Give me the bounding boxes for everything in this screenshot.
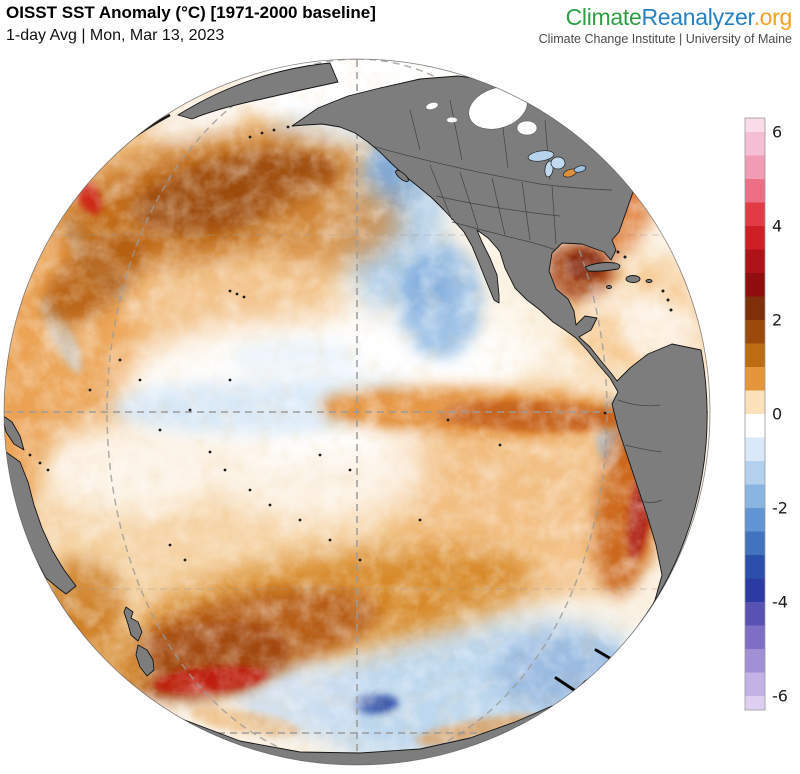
great-slave-lake [447,117,457,123]
colorbar: 6 4 2 0 -2 -4 -6 [744,117,788,711]
logo-word-org: .org [753,4,793,30]
island-speck [418,518,422,522]
political-borders [371,99,663,503]
colorbar-tick-2: 2 [772,311,782,330]
bahamas-speck [623,255,627,259]
land-new-zealand-north-island [123,606,143,642]
logo-word-reanalyzer: Reanalyzer [641,4,754,30]
antilles-speck [669,308,673,312]
bahamas-speck [616,250,620,254]
island-speck [498,443,502,447]
island-speck [223,468,227,472]
lake-huron [550,156,566,170]
land-hispaniola [625,275,641,283]
globe-rim [3,58,711,766]
island-speck [38,461,42,465]
island-speck [228,378,232,382]
island-speck [158,428,162,432]
island-speck [318,453,322,457]
land-jamaica [606,285,612,289]
island-speck [348,468,352,472]
island-speck [248,135,252,139]
colorbar-tick-4: 4 [772,217,782,236]
pacific-island-specks [28,125,607,562]
logo-tagline: Climate Change Institute | University of… [538,32,792,46]
island-speck [286,125,290,129]
land-puerto-rico [645,279,653,283]
james-bay-ice [516,120,538,136]
island-speck [328,538,332,542]
land-siberia [177,62,339,120]
antilles-speck [661,289,665,293]
island-speck [28,453,32,457]
island-speck [46,468,50,472]
globe [4,59,710,765]
lake-superior [527,150,555,162]
island-speck [272,128,276,132]
great-bear-lake [426,102,438,110]
island-speck [168,543,172,547]
island-speck [138,378,142,382]
island-speck [268,503,272,507]
island-speck [248,488,252,492]
logo-wordmark: ClimateReanalyzer.org [539,4,793,31]
map-title: OISST SST Anomaly (°C) [1971-2000 baseli… [6,3,376,22]
patagonia-coast-dark [554,676,576,692]
colorbar-tick-labels: 6 4 2 0 -2 -4 -6 [772,123,788,706]
island-speck [183,558,187,562]
logo-word-climate: Climate [565,4,642,30]
island-speck [446,418,450,422]
colorbar-tick-0: 0 [772,405,782,424]
colorbar-tick-6: 6 [772,123,782,142]
island-speck [118,358,122,362]
land-cuba [584,262,621,272]
island-speck [235,292,239,296]
colorbar-gradient [744,117,766,711]
lake-ontario [573,165,587,173]
island-speck [242,295,246,299]
island-speck [228,289,232,293]
island-speck [603,411,607,415]
island-speck [188,408,192,412]
logo-link[interactable]: ClimateReanalyzer.org Climate Change Ins… [538,4,793,46]
island-speck [260,131,264,135]
antilles-speck [666,298,670,302]
map-subtitle: 1-day Avg | Mon, Mar 13, 2023 [6,27,225,44]
colorbar-tick--4: -4 [772,592,788,611]
island-speck [298,518,302,522]
island-speck [358,558,362,562]
island-speck [88,388,92,392]
land-new-zealand-south-island [135,644,155,677]
land-vancouver-island [395,169,409,183]
colorbar-tick--6: -6 [772,686,788,705]
land-new-guinea [4,414,25,451]
island-speck [208,450,212,454]
header: OISST SST Anomaly (°C) [1971-2000 baseli… [6,3,376,45]
colorbar-tick--2: -2 [772,499,788,518]
